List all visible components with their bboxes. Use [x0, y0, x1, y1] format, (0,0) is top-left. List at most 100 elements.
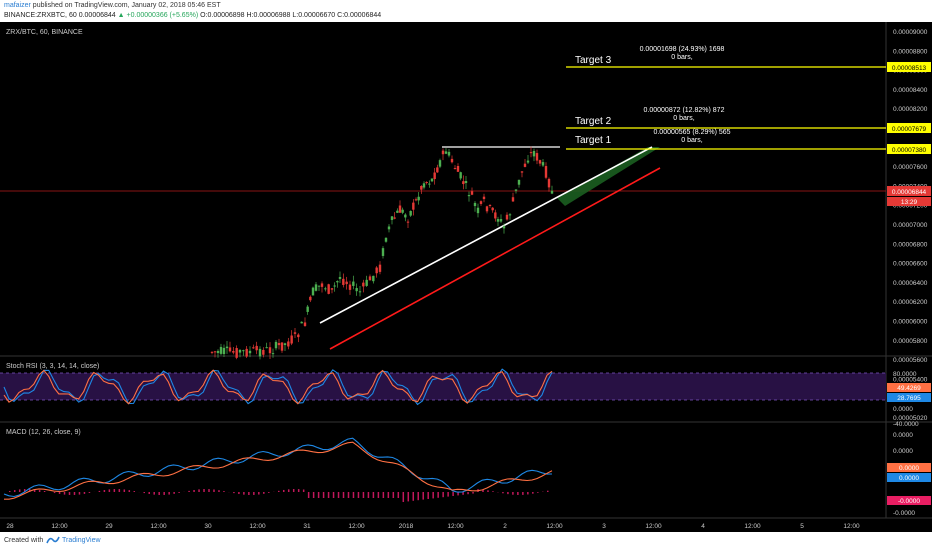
macd-line[interactable]: [3, 437, 553, 498]
macd-histogram-bar: [238, 492, 240, 495]
candle-body: [283, 343, 287, 346]
candle-body: [404, 214, 407, 218]
symbol-label: BINANCE:ZRXBTC, 60: [4, 12, 77, 19]
candle-body: [447, 151, 451, 156]
macd-histogram-bar: [472, 492, 474, 494]
target2-price-tag: [887, 123, 931, 133]
macd-histogram[interactable]: [8, 489, 549, 502]
candle-body: [417, 196, 420, 201]
macd-signal-line[interactable]: [4, 441, 553, 500]
macd-histogram-bar: [337, 492, 340, 498]
stoch-k-line[interactable]: [3, 368, 553, 406]
candle-body: [381, 248, 385, 256]
candle-body: [499, 219, 503, 222]
macd-histogram-bar: [317, 492, 320, 498]
candle-body: [532, 150, 536, 157]
target3-measure: 0.00001698 (24.93%) 1698: [640, 46, 725, 53]
chart-svg[interactable]: 0.000090000.000088000.000086000.00008400…: [0, 22, 932, 532]
macd-value-tag: [887, 473, 931, 482]
chart-header: mafaizer published on TradingView.com, J…: [0, 0, 932, 22]
target1-label: Target 1: [575, 135, 612, 146]
candle-body: [352, 281, 355, 286]
candle-body: [526, 160, 530, 163]
candle-body: [222, 347, 226, 355]
macd-histogram-bar: [382, 492, 385, 498]
macd-histogram-bar: [432, 492, 434, 499]
candle-body: [327, 284, 330, 294]
candle-body: [330, 288, 334, 290]
price-axis-label: 0.00006400: [893, 280, 928, 287]
macd-histogram-bar: [462, 492, 464, 495]
candle-body: [529, 152, 533, 154]
time-axis-label: 12:00: [51, 523, 68, 530]
projection-channel[interactable]: [557, 147, 660, 206]
support-trendline[interactable]: [329, 167, 661, 350]
macd-histogram-bar: [113, 489, 116, 492]
macd-histogram-bar: [417, 492, 419, 501]
macd-histogram-bar: [407, 492, 410, 502]
time-axis-label: 12:00: [150, 523, 167, 530]
candle-body: [396, 210, 399, 213]
macd-histogram-bar: [332, 492, 335, 498]
macd-histogram-bar: [248, 492, 250, 495]
candle-body: [242, 350, 245, 352]
macd-histogram-bar: [68, 492, 71, 495]
chart-legend: ZRX/BTC, 60, BINANCE: [6, 29, 83, 36]
macd-histogram-bar: [482, 489, 484, 492]
candle-body: [541, 162, 545, 166]
ascending-trendline[interactable]: [319, 146, 653, 324]
target1-measure: 0.00000565 (8.29%) 565: [653, 129, 730, 136]
macd-histogram-bar: [522, 492, 524, 495]
target3-price: 0.00008513: [892, 65, 927, 72]
target2-measure: 0.00000872 (12.82%) 872: [644, 107, 725, 114]
macd-histogram-bar: [437, 492, 439, 498]
candle-body: [280, 342, 284, 351]
stoch-d-line[interactable]: [3, 369, 553, 405]
author-link[interactable]: mafaizer: [4, 2, 31, 9]
candle-body: [287, 341, 290, 347]
tradingview-brand-link[interactable]: TradingView: [62, 537, 101, 544]
price-axis-label: 0.00005400: [893, 376, 928, 383]
macd-histogram-bar: [188, 490, 190, 492]
tradingview-logo-icon[interactable]: [46, 535, 60, 547]
macd-histogram-bar: [307, 492, 310, 498]
time-axis[interactable]: 28 12:00 29 12:00 30 12:00 31 12:00 2018 12:00 2 12…: [6, 523, 860, 530]
macd-histogram-bar: [98, 490, 101, 492]
macd-histogram-bar: [123, 489, 126, 492]
candle-body: [213, 351, 217, 353]
macd-title: MACD (12, 26, close, 9): [6, 429, 81, 436]
candle-body: [502, 226, 506, 229]
candle-body: [479, 201, 483, 204]
candle-body: [306, 306, 309, 312]
macd-histogram-bar: [263, 492, 265, 494]
candle-body: [336, 281, 339, 283]
macd-label-2: 0.0000: [893, 448, 913, 455]
price-axis-label: 0.00005800: [893, 338, 928, 345]
macd-histogram-bar: [487, 490, 489, 492]
time-axis-label: 12:00: [645, 523, 662, 530]
macd-histogram-bar: [512, 492, 514, 495]
macd-histogram-bar: [268, 492, 270, 493]
candle-body: [355, 288, 358, 292]
macd-histogram-bar: [198, 489, 200, 492]
time-axis-label: 2: [503, 523, 507, 530]
time-axis-label: 29: [105, 523, 113, 530]
candle-body: [314, 284, 318, 291]
macd-histogram-bar: [397, 492, 400, 498]
open-value: O:0.00006898: [200, 12, 245, 19]
candle-body: [225, 346, 229, 349]
price-axis[interactable]: 0.000090000.000088000.000086000.00008400…: [893, 29, 928, 422]
bar-countdown: 13:29: [901, 199, 918, 206]
macd-histogram-bar: [547, 490, 549, 492]
chart-area[interactable]: 0.000090000.000088000.000086000.00008400…: [0, 22, 932, 532]
candle-body: [470, 191, 474, 195]
macd-histogram-bar: [502, 492, 504, 494]
candle-body: [406, 221, 410, 223]
macd-histogram-bar: [278, 490, 280, 492]
candle-body: [476, 207, 480, 214]
macd-label-bottom: -0.0000: [893, 510, 915, 517]
time-axis-label: 12:00: [348, 523, 365, 530]
candlesticks[interactable]: [210, 146, 554, 360]
macd-histogram-bar: [8, 490, 11, 492]
macd-histogram-bar: [128, 490, 131, 492]
